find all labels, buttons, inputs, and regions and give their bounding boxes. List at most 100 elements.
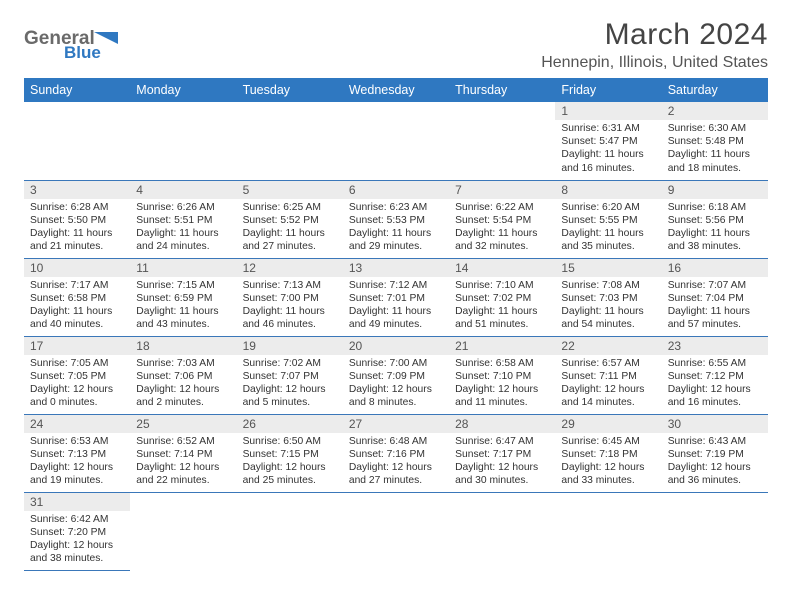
day-number: 20	[343, 337, 449, 355]
sunset-label: Sunset:	[561, 293, 599, 304]
day-body: Sunrise: 6:31 AMSunset: 5:47 PMDaylight:…	[555, 120, 661, 179]
sunrise-label: Sunrise:	[30, 358, 71, 369]
sunset: Sunset: 7:16 PM	[349, 448, 443, 461]
title-block: March 2024 Hennepin, Illinois, United St…	[541, 18, 768, 72]
day-cell: 18Sunrise: 7:03 AMSunset: 7:06 PMDayligh…	[130, 336, 236, 414]
sunset-value: 7:17 PM	[493, 449, 531, 460]
day-body: Sunrise: 6:25 AMSunset: 5:52 PMDaylight:…	[237, 199, 343, 258]
sunset: Sunset: 5:56 PM	[668, 214, 762, 227]
sunrise: Sunrise: 6:28 AM	[30, 201, 124, 214]
sunrise-value: 6:42 AM	[71, 514, 109, 525]
sunrise-value: 6:47 AM	[496, 436, 534, 447]
day-cell: 3Sunrise: 6:28 AMSunset: 5:50 PMDaylight…	[24, 180, 130, 258]
day-cell: 24Sunrise: 6:53 AMSunset: 7:13 PMDayligh…	[24, 414, 130, 492]
sunrise-value: 6:18 AM	[708, 202, 746, 213]
day-number: 14	[449, 259, 555, 277]
sunset-label: Sunset:	[136, 293, 174, 304]
sunset-label: Sunset:	[561, 449, 599, 460]
brand-logo: General Blue	[24, 24, 134, 65]
sunrise-label: Sunrise:	[136, 280, 177, 291]
sunrise-label: Sunrise:	[668, 358, 709, 369]
day-body: Sunrise: 6:28 AMSunset: 5:50 PMDaylight:…	[24, 199, 130, 258]
sunset-label: Sunset:	[668, 215, 706, 226]
day-body: Sunrise: 7:13 AMSunset: 7:00 PMDaylight:…	[237, 277, 343, 336]
sunset-label: Sunset:	[668, 293, 706, 304]
day-cell	[449, 102, 555, 180]
day-cell: 27Sunrise: 6:48 AMSunset: 7:16 PMDayligh…	[343, 414, 449, 492]
day-body: Sunrise: 7:12 AMSunset: 7:01 PMDaylight:…	[343, 277, 449, 336]
sunset: Sunset: 7:13 PM	[30, 448, 124, 461]
sunrise-value: 7:08 AM	[602, 280, 640, 291]
daylight: Daylight: 12 hours and 8 minutes.	[349, 383, 443, 409]
sunrise: Sunrise: 7:12 AM	[349, 279, 443, 292]
sunrise: Sunrise: 6:50 AM	[243, 435, 337, 448]
sunrise-label: Sunrise:	[30, 202, 71, 213]
day-cell: 29Sunrise: 6:45 AMSunset: 7:18 PMDayligh…	[555, 414, 661, 492]
sunset: Sunset: 5:55 PM	[561, 214, 655, 227]
day-cell: 12Sunrise: 7:13 AMSunset: 7:00 PMDayligh…	[237, 258, 343, 336]
daylight: Daylight: 12 hours and 19 minutes.	[30, 461, 124, 487]
sunrise: Sunrise: 7:07 AM	[668, 279, 762, 292]
sunset-value: 7:12 PM	[705, 371, 743, 382]
day-body: Sunrise: 7:07 AMSunset: 7:04 PMDaylight:…	[662, 277, 768, 336]
daylight-label: Daylight:	[455, 462, 498, 473]
sunset: Sunset: 5:52 PM	[243, 214, 337, 227]
day-cell: 14Sunrise: 7:10 AMSunset: 7:02 PMDayligh…	[449, 258, 555, 336]
day-body: Sunrise: 6:45 AMSunset: 7:18 PMDaylight:…	[555, 433, 661, 492]
day-number: 17	[24, 337, 130, 355]
day-cell: 30Sunrise: 6:43 AMSunset: 7:19 PMDayligh…	[662, 414, 768, 492]
day-cell: 8Sunrise: 6:20 AMSunset: 5:55 PMDaylight…	[555, 180, 661, 258]
daylight: Daylight: 12 hours and 11 minutes.	[455, 383, 549, 409]
sunrise-value: 6:30 AM	[708, 123, 746, 134]
col-header: Sunday	[24, 78, 130, 102]
daylight-label: Daylight:	[455, 306, 498, 317]
sunrise: Sunrise: 6:22 AM	[455, 201, 549, 214]
day-body: Sunrise: 6:47 AMSunset: 7:17 PMDaylight:…	[449, 433, 555, 492]
sunset-label: Sunset:	[455, 215, 493, 226]
sunrise-label: Sunrise:	[243, 436, 284, 447]
day-number: 27	[343, 415, 449, 433]
day-body: Sunrise: 7:03 AMSunset: 7:06 PMDaylight:…	[130, 355, 236, 414]
sunrise: Sunrise: 6:55 AM	[668, 357, 762, 370]
day-number: 5	[237, 181, 343, 199]
sunset-value: 5:51 PM	[174, 215, 212, 226]
sunset-label: Sunset:	[668, 449, 706, 460]
sunset-label: Sunset:	[243, 215, 281, 226]
sunrise-label: Sunrise:	[349, 280, 390, 291]
sunrise: Sunrise: 7:15 AM	[136, 279, 230, 292]
day-body: Sunrise: 7:05 AMSunset: 7:05 PMDaylight:…	[24, 355, 130, 414]
sunrise-label: Sunrise:	[455, 358, 496, 369]
sunset: Sunset: 7:11 PM	[561, 370, 655, 383]
day-number: 12	[237, 259, 343, 277]
daylight: Daylight: 11 hours and 18 minutes.	[668, 148, 762, 174]
sunrise-label: Sunrise:	[136, 202, 177, 213]
sunset: Sunset: 7:19 PM	[668, 448, 762, 461]
sunset-label: Sunset:	[668, 136, 706, 147]
day-cell	[449, 492, 555, 570]
day-body: Sunrise: 6:58 AMSunset: 7:10 PMDaylight:…	[449, 355, 555, 414]
daylight: Daylight: 11 hours and 51 minutes.	[455, 305, 549, 331]
sunrise: Sunrise: 6:26 AM	[136, 201, 230, 214]
sunset-label: Sunset:	[561, 136, 599, 147]
sunset: Sunset: 7:06 PM	[136, 370, 230, 383]
sunrise: Sunrise: 7:10 AM	[455, 279, 549, 292]
day-number: 30	[662, 415, 768, 433]
sunset: Sunset: 7:14 PM	[136, 448, 230, 461]
daylight-label: Daylight:	[668, 149, 711, 160]
day-number: 18	[130, 337, 236, 355]
day-cell: 20Sunrise: 7:00 AMSunset: 7:09 PMDayligh…	[343, 336, 449, 414]
day-number: 6	[343, 181, 449, 199]
sunrise: Sunrise: 6:20 AM	[561, 201, 655, 214]
sunset-value: 5:54 PM	[493, 215, 531, 226]
day-body: Sunrise: 7:10 AMSunset: 7:02 PMDaylight:…	[449, 277, 555, 336]
sunrise-label: Sunrise:	[561, 358, 602, 369]
daylight-label: Daylight:	[136, 228, 179, 239]
sunrise-label: Sunrise:	[30, 436, 71, 447]
daylight-label: Daylight:	[668, 462, 711, 473]
sunset: Sunset: 5:47 PM	[561, 135, 655, 148]
week-row: 3Sunrise: 6:28 AMSunset: 5:50 PMDaylight…	[24, 180, 768, 258]
sunset-value: 5:47 PM	[599, 136, 637, 147]
day-number: 10	[24, 259, 130, 277]
sunrise-value: 6:20 AM	[602, 202, 640, 213]
sunrise: Sunrise: 7:05 AM	[30, 357, 124, 370]
